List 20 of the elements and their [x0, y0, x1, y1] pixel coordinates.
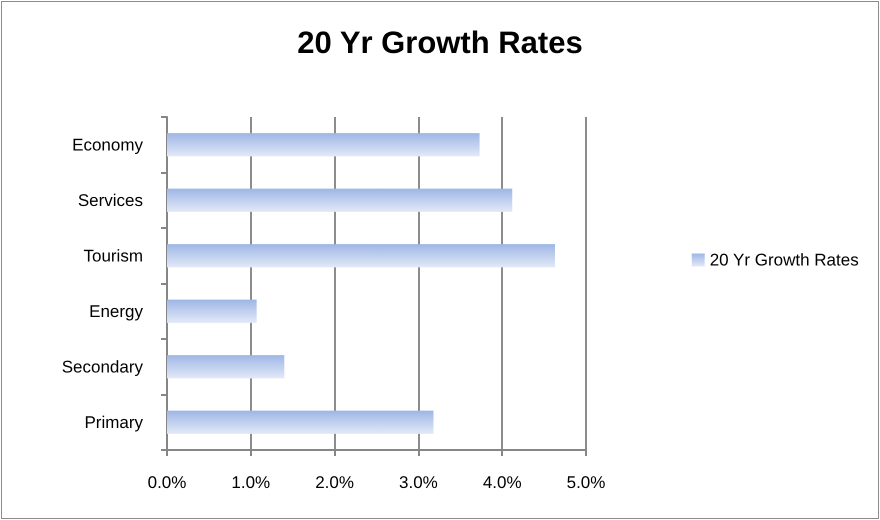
bar	[167, 188, 512, 212]
x-tick-label: 2.0%	[315, 473, 354, 492]
x-tick-label: 3.0%	[399, 473, 438, 492]
bar	[167, 355, 284, 378]
y-tick-label: Services	[78, 190, 143, 210]
y-tick-label: Primary	[84, 412, 144, 432]
bar	[167, 244, 555, 268]
x-tick-label: 0.0%	[148, 473, 186, 492]
x-tick-label: 1.0%	[231, 473, 270, 492]
y-tick-label: Energy	[89, 302, 144, 321]
y-tick-label: Economy	[72, 135, 144, 154]
x-tick-label: 4.0%	[482, 473, 522, 492]
bar	[167, 300, 257, 323]
bar	[167, 133, 480, 156]
legend-label: 20 Yr Growth Rates	[710, 250, 859, 270]
y-tick-label: Tourism	[83, 246, 143, 266]
bar	[167, 410, 434, 434]
x-tick-label: 5.0%	[566, 473, 606, 492]
chart-title: 20 Yr Growth Rates	[297, 25, 583, 60]
y-tick-label: Secondary	[62, 357, 144, 376]
